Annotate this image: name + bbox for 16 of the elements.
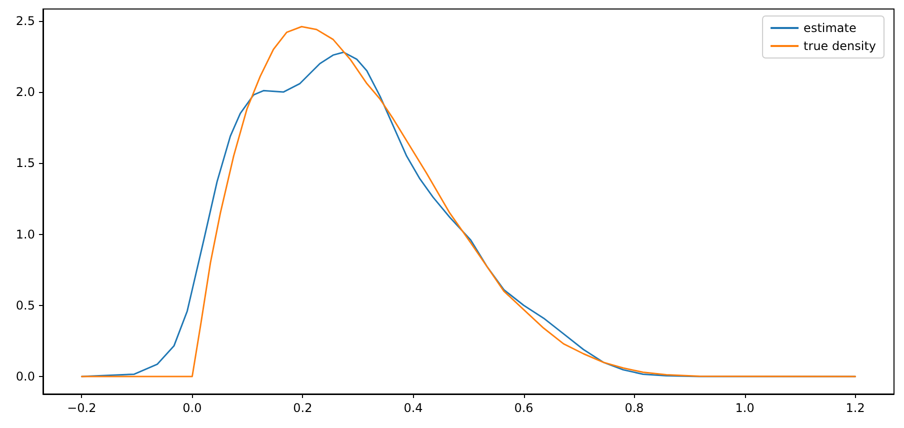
- x-tick-label: 0.6: [514, 401, 534, 415]
- y-tick-label: 1.5: [16, 156, 35, 170]
- legend-label: estimate: [804, 21, 856, 35]
- y-tick-label: 0.5: [16, 298, 35, 312]
- x-tick-label: 0.8: [624, 401, 644, 415]
- x-tick-label: 0.0: [182, 401, 202, 415]
- legend-label: true density: [804, 39, 876, 53]
- x-tick-label: 0.2: [293, 401, 312, 415]
- y-tick-label: 0.0: [16, 370, 35, 384]
- y-tick-label: 1.0: [16, 227, 35, 242]
- x-tick-label: 0.4: [404, 401, 423, 415]
- y-tick-label: 2.0: [16, 85, 35, 100]
- x-tick-label: 1.0: [735, 401, 754, 415]
- x-tick-label: −0.2: [67, 401, 96, 415]
- y-tick-label: 2.5: [16, 14, 35, 28]
- x-tick-label: 1.2: [846, 401, 865, 415]
